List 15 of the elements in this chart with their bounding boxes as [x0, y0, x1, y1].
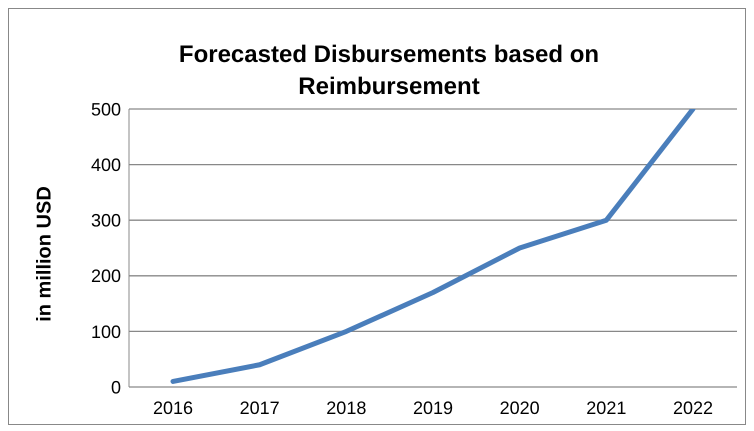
x-tick-label: 2020 [500, 398, 540, 418]
x-tick-label: 2019 [412, 398, 454, 418]
x-tick-label: 2022 [672, 398, 714, 418]
y-tick-label: 300 [90, 210, 121, 231]
y-tick-label: 400 [90, 154, 121, 175]
x-tick-label: 2018 [326, 398, 366, 418]
y-axis-title: in million USD [34, 186, 56, 322]
chart-title: Forecasted Disbursements based on Reimbursement [178, 41, 600, 100]
y-tick-label: 200 [90, 266, 121, 286]
x-tick-label: 2016 [152, 398, 194, 418]
y-tick-label: 100 [90, 322, 121, 342]
y-tick-label: 0 [110, 377, 121, 398]
x-tick-label: 2021 [586, 398, 626, 418]
x-tick-label: 2017 [240, 398, 280, 418]
y-tick-label: 500 [90, 99, 121, 120]
